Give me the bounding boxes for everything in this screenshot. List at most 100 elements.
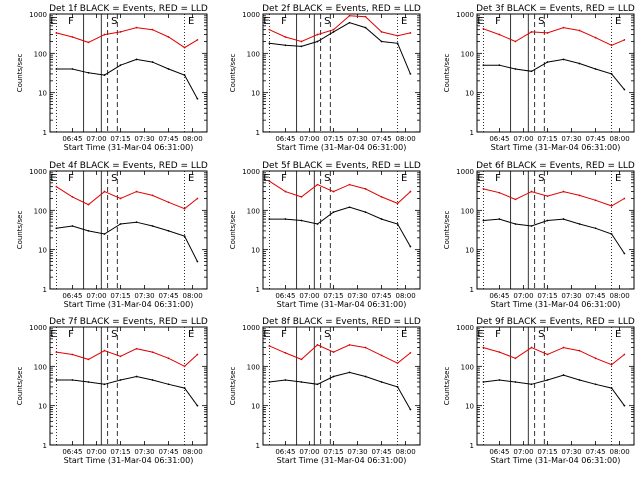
data-point-events: [610, 233, 613, 235]
series-line-lld: [269, 15, 411, 43]
x-tick-label: 08:00: [395, 448, 415, 456]
series-line-lld: [56, 186, 198, 210]
x-tick-label: 07:45: [371, 448, 391, 456]
data-point-events: [167, 383, 170, 386]
data-point-events: [546, 379, 549, 381]
x-tick-label: 07:45: [585, 135, 605, 143]
data-point-events: [409, 72, 412, 75]
y-tick-label: 1000: [242, 11, 260, 19]
chart-title: Det 4f BLACK = Events, RED = LLD: [49, 161, 208, 171]
chart-panel-2: Det 2f BLACK = Events, RED = LLD 1 10 100 10…: [229, 4, 421, 152]
data-point-events: [196, 97, 199, 100]
data-point-events: [55, 379, 58, 381]
data-point-events: [409, 408, 412, 411]
data-point-events: [562, 58, 565, 61]
x-tick-label: 08:00: [182, 448, 202, 456]
x-axis-label: Start Time (31-Mar-04 06:31:00): [491, 143, 621, 152]
x-tick-label: 06:45: [489, 135, 509, 143]
y-axis-label: Counts/sec: [229, 211, 237, 250]
y-tick-label: 1: [256, 442, 260, 450]
y-axis-label: Counts/sec: [16, 54, 24, 93]
data-point-lld: [268, 28, 271, 31]
x-tick-label: 06:45: [275, 135, 295, 143]
series-line-events: [483, 374, 625, 406]
data-point-events: [530, 383, 533, 386]
x-tick-label: 07:30: [347, 292, 367, 300]
data-point-events: [482, 219, 485, 222]
interval-marker-label: E: [477, 16, 483, 27]
data-point-lld: [409, 32, 412, 34]
data-point-events: [578, 223, 581, 225]
data-point-lld: [364, 188, 367, 190]
interval-marker-label: S: [111, 16, 117, 27]
chart-title: Det 6f BLACK = Events, RED = LLD: [476, 161, 635, 171]
data-point-lld: [332, 190, 335, 193]
data-point-lld: [151, 351, 154, 354]
interval-marker-label: E: [263, 173, 269, 184]
data-point-events: [300, 219, 303, 222]
series-line-lld: [269, 180, 411, 204]
data-point-lld: [623, 353, 626, 356]
chart-title: Det 9f BLACK = Events, RED = LLD: [476, 317, 635, 327]
data-point-lld: [594, 357, 597, 360]
data-point-lld: [268, 345, 271, 347]
data-point-lld: [71, 36, 74, 38]
x-tick-label: 07:00: [86, 448, 106, 456]
data-point-lld: [514, 357, 517, 360]
y-tick-label: 1: [256, 286, 260, 294]
x-tick-label: 08:00: [609, 135, 629, 143]
y-tick-label: 1: [43, 129, 47, 137]
data-point-events: [332, 375, 335, 378]
y-axis-label: Counts/sec: [443, 211, 451, 250]
data-point-events: [135, 58, 138, 61]
data-point-lld: [183, 207, 186, 210]
data-point-lld: [135, 190, 138, 193]
data-point-lld: [135, 347, 138, 350]
series-line-events: [269, 371, 411, 410]
data-point-lld: [284, 36, 287, 38]
data-point-lld: [546, 353, 549, 356]
data-point-events: [578, 62, 581, 65]
series-line-lld: [483, 347, 625, 366]
y-tick-label: 10: [38, 90, 47, 98]
data-point-lld: [119, 31, 122, 33]
data-point-events: [578, 379, 581, 381]
data-point-lld: [284, 190, 287, 193]
x-tick-label: 07:15: [323, 135, 343, 143]
data-point-lld: [55, 185, 58, 188]
data-point-lld: [498, 351, 501, 354]
y-tick-label: 100: [247, 50, 260, 58]
interval-marker-label: E: [188, 173, 194, 184]
interval-marker-label: E: [615, 16, 621, 27]
y-tick-label: 10: [38, 247, 47, 255]
data-point-events: [135, 375, 138, 378]
data-point-lld: [380, 31, 383, 33]
data-point-events: [135, 221, 138, 224]
x-tick-label: 07:15: [110, 292, 130, 300]
data-point-lld: [364, 346, 367, 349]
interval-marker-label: S: [324, 16, 330, 27]
x-tick-label: 07:15: [110, 135, 130, 143]
data-point-events: [482, 64, 485, 67]
data-point-events: [183, 387, 186, 389]
x-tick-label: 06:45: [275, 448, 295, 456]
y-axis-label: Counts/sec: [16, 211, 24, 250]
data-point-events: [409, 245, 412, 248]
data-point-lld: [300, 195, 303, 198]
data-point-lld: [594, 199, 597, 202]
y-tick-label: 1000: [29, 11, 47, 19]
y-tick-label: 1000: [242, 324, 260, 332]
data-point-events: [380, 381, 383, 383]
data-point-lld: [610, 363, 613, 366]
data-point-events: [514, 68, 517, 70]
x-tick-label: 08:00: [182, 135, 202, 143]
data-point-lld: [530, 346, 533, 349]
interval-marker-label: E: [50, 173, 56, 184]
data-point-lld: [284, 351, 287, 354]
data-point-events: [623, 88, 626, 91]
interval-marker-label: F: [495, 173, 501, 184]
data-point-lld: [55, 32, 58, 34]
data-point-lld: [380, 354, 383, 357]
data-point-events: [268, 381, 271, 383]
interval-marker-label: E: [188, 16, 194, 27]
